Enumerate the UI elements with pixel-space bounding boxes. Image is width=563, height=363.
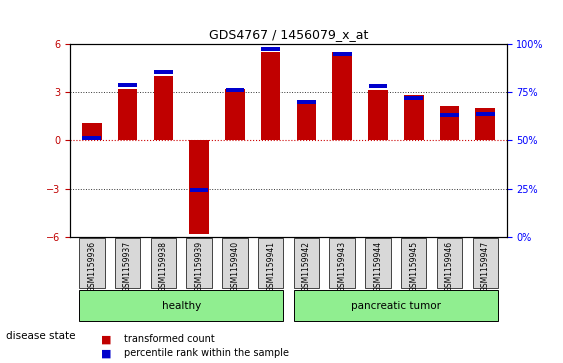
Text: GSM1159946: GSM1159946 — [445, 241, 454, 292]
Bar — [261, 52, 280, 140]
Text: GSM1159942: GSM1159942 — [302, 241, 311, 292]
Title: GDS4767 / 1456079_x_at: GDS4767 / 1456079_x_at — [209, 28, 368, 41]
Bar — [297, 101, 316, 105]
FancyBboxPatch shape — [151, 238, 176, 287]
FancyBboxPatch shape — [258, 238, 283, 287]
Bar — [154, 70, 173, 74]
FancyBboxPatch shape — [79, 238, 105, 287]
FancyBboxPatch shape — [329, 238, 355, 287]
Text: ■: ■ — [101, 334, 112, 344]
FancyBboxPatch shape — [115, 238, 140, 287]
Bar — [404, 95, 423, 140]
FancyBboxPatch shape — [294, 238, 319, 287]
FancyBboxPatch shape — [437, 238, 462, 287]
Bar — [190, 188, 208, 192]
Text: GSM1159939: GSM1159939 — [195, 241, 204, 292]
Text: GSM1159940: GSM1159940 — [230, 241, 239, 292]
Text: percentile rank within the sample: percentile rank within the sample — [124, 348, 289, 358]
FancyBboxPatch shape — [79, 290, 283, 321]
Text: GSM1159947: GSM1159947 — [481, 241, 490, 292]
Bar — [83, 136, 101, 140]
FancyBboxPatch shape — [472, 238, 498, 287]
Bar — [440, 113, 459, 117]
Bar — [82, 123, 102, 140]
Bar — [118, 83, 137, 87]
Bar — [369, 84, 387, 88]
Bar — [189, 140, 209, 234]
Text: GSM1159938: GSM1159938 — [159, 241, 168, 292]
Bar — [226, 88, 244, 92]
Bar — [333, 52, 351, 56]
Bar — [261, 47, 280, 51]
Bar — [368, 90, 388, 140]
Bar — [475, 108, 495, 140]
Text: GSM1159943: GSM1159943 — [338, 241, 347, 292]
Text: GSM1159945: GSM1159945 — [409, 241, 418, 292]
Bar — [440, 106, 459, 140]
Text: ■: ■ — [101, 348, 112, 358]
Bar — [404, 95, 423, 99]
Text: GSM1159937: GSM1159937 — [123, 241, 132, 292]
Bar — [297, 100, 316, 140]
Bar — [225, 89, 245, 140]
Text: GSM1159941: GSM1159941 — [266, 241, 275, 292]
Text: disease state: disease state — [6, 331, 75, 341]
Text: GSM1159936: GSM1159936 — [87, 241, 96, 292]
Bar — [476, 112, 494, 116]
Bar — [118, 89, 137, 140]
Text: transformed count: transformed count — [124, 334, 215, 344]
Text: pancreatic tumor: pancreatic tumor — [351, 301, 441, 311]
Text: healthy: healthy — [162, 301, 201, 311]
FancyBboxPatch shape — [401, 238, 426, 287]
Bar — [332, 52, 352, 140]
Text: GSM1159944: GSM1159944 — [373, 241, 382, 292]
Bar — [154, 76, 173, 140]
FancyBboxPatch shape — [186, 238, 212, 287]
FancyBboxPatch shape — [222, 238, 248, 287]
FancyBboxPatch shape — [365, 238, 391, 287]
FancyBboxPatch shape — [294, 290, 498, 321]
